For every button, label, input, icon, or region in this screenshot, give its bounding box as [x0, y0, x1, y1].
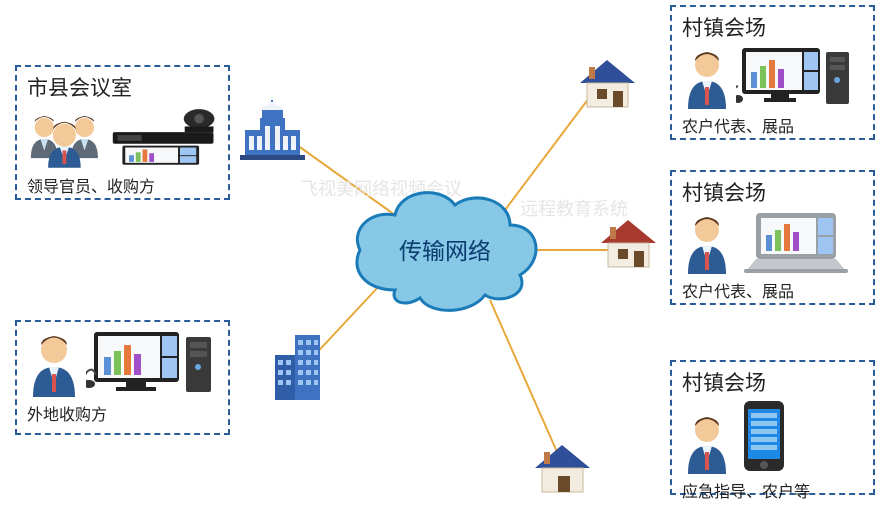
box-village1: 村镇会场 农户代表、展品 [670, 5, 875, 140]
house1-icon [575, 55, 640, 110]
box-village1-caption: 农户代表、展品 [682, 113, 863, 137]
box-village1-title: 村镇会场 [682, 12, 863, 42]
smartphone-icon [736, 399, 791, 474]
group-people-icon [27, 109, 104, 169]
person-blue-icon [27, 332, 82, 397]
box-remote-buyer: 外地收购方 [15, 320, 230, 435]
box-village2-title: 村镇会场 [682, 177, 863, 207]
equipment-icon [108, 104, 218, 169]
box-village3-content [682, 399, 863, 474]
box-village2-content [682, 209, 863, 274]
office-building-icon [270, 330, 325, 400]
laptop-icon [736, 209, 856, 274]
government-building-icon [235, 100, 310, 160]
box-village1-content [682, 44, 863, 109]
box-village2: 村镇会场 农户代表、展品 [670, 170, 875, 305]
box-village3-caption: 应急指导、农户等 [682, 478, 863, 502]
person-blue-icon [682, 214, 732, 274]
box-city-title: 市县会议室 [27, 72, 218, 102]
house3-icon [530, 440, 595, 495]
box-village2-caption: 农户代表、展品 [682, 278, 863, 302]
person-blue-icon [682, 49, 732, 109]
box-city-caption: 领导官员、收购方 [27, 173, 218, 197]
monitor-tower-icon [736, 44, 856, 109]
box-village3: 村镇会场 应急指导、农户等 [670, 360, 875, 495]
box-remote-content [27, 327, 218, 397]
box-city-content [27, 104, 218, 169]
person-blue-icon [682, 414, 732, 474]
box-remote-caption: 外地收购方 [27, 401, 218, 425]
cloud-network: 传输网络 [345, 180, 545, 320]
cloud-label: 传输网络 [345, 232, 545, 266]
monitor-tower-icon [86, 327, 216, 397]
box-village3-title: 村镇会场 [682, 367, 863, 397]
house2-icon [596, 215, 661, 270]
box-city-meeting: 市县会议室 领导官员、收购方 [15, 65, 230, 200]
